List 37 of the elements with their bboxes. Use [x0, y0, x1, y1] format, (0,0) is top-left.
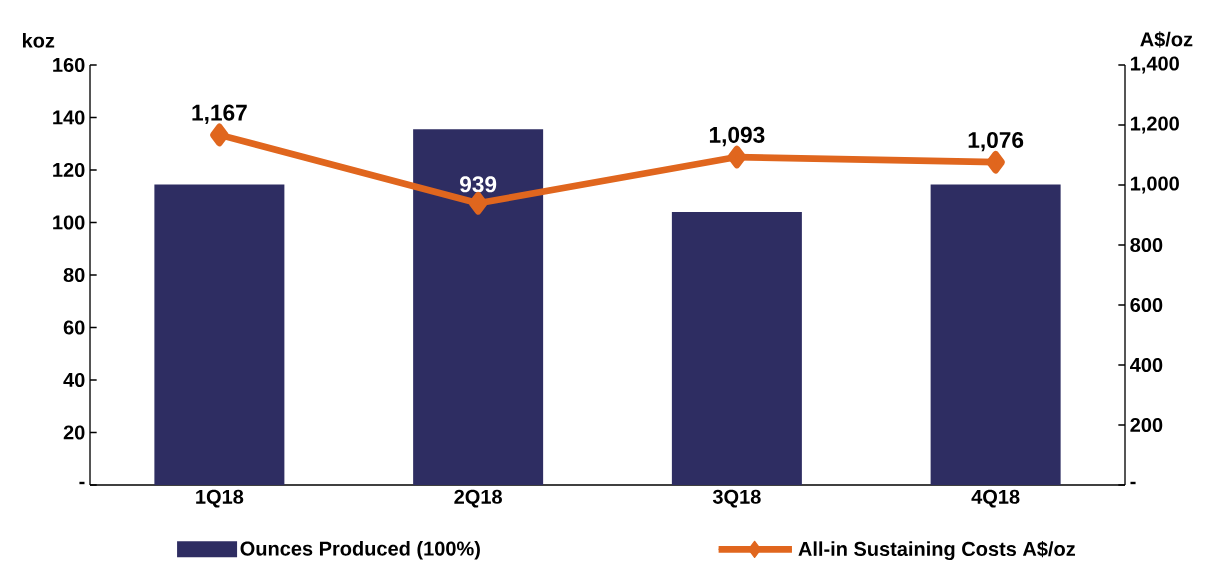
y-axis-title: koz	[22, 32, 55, 48]
x-tick-label: 4Q18	[971, 489, 1020, 508]
point	[468, 191, 488, 215]
y2-tick-label: 1,400	[1130, 56, 1179, 74]
legend-label: Ounces Produced (100%)	[240, 540, 480, 560]
y-tick-label: 120	[53, 162, 85, 178]
legend-label: All-in Sustaining Costs A$/oz	[798, 540, 1075, 561]
x-tick-label: 3Q18	[712, 489, 761, 508]
y-tick-label: 60	[63, 320, 85, 335]
y-tick-label: 80	[63, 267, 85, 283]
y-tick-label: 160	[53, 57, 85, 73]
bar	[413, 129, 544, 485]
y-tick-label: 140	[53, 110, 85, 125]
y2-tick-label: 600	[1130, 297, 1163, 313]
data-label: 1,093	[709, 126, 765, 147]
y-tick-label: -	[79, 481, 85, 485]
y2-tick-label: 1,200	[1130, 116, 1179, 134]
x-tick-label: 1Q18	[196, 489, 244, 508]
bar	[930, 184, 1061, 485]
y-tick-label: 100	[53, 215, 85, 230]
y2-axis-title: A$/oz	[1140, 31, 1193, 48]
point	[727, 145, 747, 169]
point	[210, 123, 229, 147]
bar	[154, 184, 285, 485]
y-tick-label: 20	[63, 425, 85, 440]
data-label: 1,076	[968, 131, 1024, 152]
y2-tick-label: 400	[1130, 357, 1163, 373]
x-tick-label: 2Q18	[454, 489, 502, 508]
y2-tick-label: 800	[1130, 237, 1163, 253]
y2-tick-label: -	[1130, 481, 1136, 485]
data-label: 1,167	[192, 104, 247, 124]
y2-tick-label: 1,000	[1130, 176, 1179, 194]
data-label: 939	[460, 176, 497, 193]
point	[986, 150, 1005, 174]
y2-tick-label: 200	[1130, 417, 1163, 433]
y-tick-label: 40	[63, 372, 85, 388]
bar	[671, 211, 802, 485]
